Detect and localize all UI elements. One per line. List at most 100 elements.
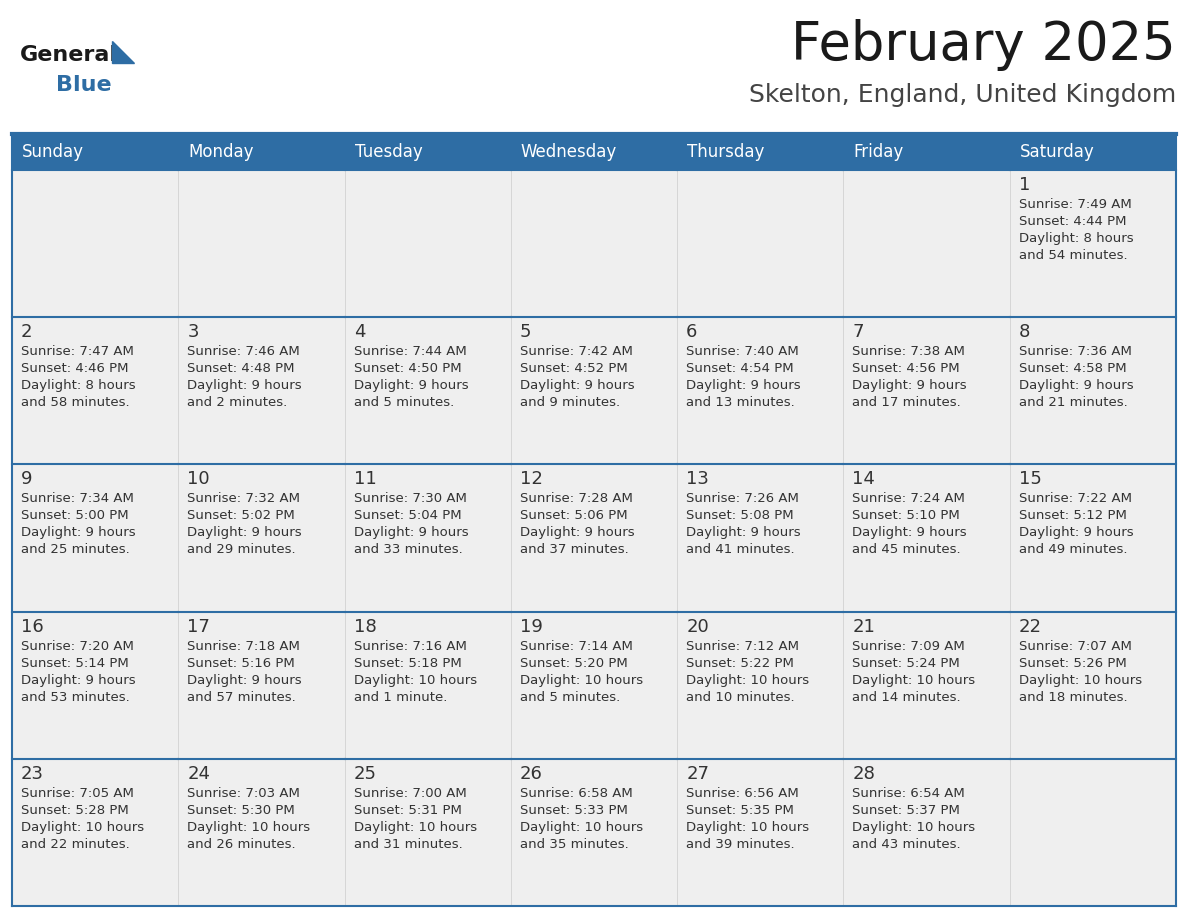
Text: Daylight: 9 hours: Daylight: 9 hours <box>21 526 135 540</box>
Text: Blue: Blue <box>56 75 112 95</box>
Bar <box>677 170 843 318</box>
Text: Sunrise: 7:03 AM: Sunrise: 7:03 AM <box>188 787 301 800</box>
Bar <box>178 611 345 759</box>
Text: 9: 9 <box>21 470 32 488</box>
Text: Sunrise: 7:38 AM: Sunrise: 7:38 AM <box>853 345 966 358</box>
Text: Sunset: 5:18 PM: Sunset: 5:18 PM <box>354 656 461 669</box>
Text: Daylight: 9 hours: Daylight: 9 hours <box>1019 379 1133 392</box>
Text: 10: 10 <box>188 470 210 488</box>
Text: Sunset: 4:46 PM: Sunset: 4:46 PM <box>21 363 128 375</box>
Text: and 18 minutes.: and 18 minutes. <box>1019 690 1127 703</box>
Text: 23: 23 <box>21 765 44 783</box>
Text: 13: 13 <box>687 470 709 488</box>
Text: Daylight: 9 hours: Daylight: 9 hours <box>188 379 302 392</box>
Text: Sunset: 5:37 PM: Sunset: 5:37 PM <box>853 804 960 817</box>
Bar <box>843 465 1010 611</box>
Text: Sunset: 5:02 PM: Sunset: 5:02 PM <box>188 509 295 522</box>
Text: 2: 2 <box>21 323 32 341</box>
Text: and 26 minutes.: and 26 minutes. <box>188 838 296 851</box>
Bar <box>843 759 1010 906</box>
Text: and 43 minutes.: and 43 minutes. <box>853 838 961 851</box>
Text: and 25 minutes.: and 25 minutes. <box>21 543 129 556</box>
Bar <box>1010 465 1176 611</box>
Bar <box>178 465 345 611</box>
Text: Sunrise: 7:07 AM: Sunrise: 7:07 AM <box>1019 640 1132 653</box>
Text: Sunrise: 6:56 AM: Sunrise: 6:56 AM <box>687 787 798 800</box>
Text: Daylight: 9 hours: Daylight: 9 hours <box>520 379 634 392</box>
Bar <box>178 318 345 465</box>
Text: Sunrise: 7:14 AM: Sunrise: 7:14 AM <box>520 640 633 653</box>
Text: Daylight: 9 hours: Daylight: 9 hours <box>1019 526 1133 540</box>
Text: 16: 16 <box>21 618 44 635</box>
Text: Sunrise: 7:22 AM: Sunrise: 7:22 AM <box>1019 492 1132 506</box>
Text: and 49 minutes.: and 49 minutes. <box>1019 543 1127 556</box>
Text: 25: 25 <box>354 765 377 783</box>
Text: Sunset: 4:50 PM: Sunset: 4:50 PM <box>354 363 461 375</box>
Text: 7: 7 <box>853 323 864 341</box>
Text: 8: 8 <box>1019 323 1030 341</box>
Text: Sunrise: 7:12 AM: Sunrise: 7:12 AM <box>687 640 800 653</box>
Text: Sunset: 5:26 PM: Sunset: 5:26 PM <box>1019 656 1126 669</box>
Text: 15: 15 <box>1019 470 1042 488</box>
Text: 6: 6 <box>687 323 697 341</box>
Bar <box>345 759 511 906</box>
Text: Sunday: Sunday <box>23 143 84 161</box>
Bar <box>1010 611 1176 759</box>
Text: 5: 5 <box>520 323 531 341</box>
Text: Daylight: 10 hours: Daylight: 10 hours <box>853 821 975 834</box>
Text: Daylight: 10 hours: Daylight: 10 hours <box>354 821 476 834</box>
Text: and 31 minutes.: and 31 minutes. <box>354 838 462 851</box>
Text: Daylight: 9 hours: Daylight: 9 hours <box>21 674 135 687</box>
Text: Sunrise: 7:28 AM: Sunrise: 7:28 AM <box>520 492 633 506</box>
Bar <box>345 465 511 611</box>
Text: Daylight: 10 hours: Daylight: 10 hours <box>354 674 476 687</box>
Bar <box>12 170 178 318</box>
Text: Daylight: 8 hours: Daylight: 8 hours <box>21 379 135 392</box>
Text: Sunset: 5:20 PM: Sunset: 5:20 PM <box>520 656 627 669</box>
Text: and 54 minutes.: and 54 minutes. <box>1019 249 1127 262</box>
Text: 28: 28 <box>853 765 876 783</box>
Bar <box>677 759 843 906</box>
Text: Friday: Friday <box>853 143 904 161</box>
Text: Sunset: 5:12 PM: Sunset: 5:12 PM <box>1019 509 1126 522</box>
Text: Daylight: 9 hours: Daylight: 9 hours <box>520 526 634 540</box>
Text: and 13 minutes.: and 13 minutes. <box>687 397 795 409</box>
Text: General: General <box>20 45 118 65</box>
Text: Sunset: 4:44 PM: Sunset: 4:44 PM <box>1019 215 1126 228</box>
Text: Sunset: 4:54 PM: Sunset: 4:54 PM <box>687 363 794 375</box>
Text: Sunrise: 7:09 AM: Sunrise: 7:09 AM <box>853 640 965 653</box>
Text: and 21 minutes.: and 21 minutes. <box>1019 397 1127 409</box>
Text: 4: 4 <box>354 323 365 341</box>
Text: Sunrise: 7:16 AM: Sunrise: 7:16 AM <box>354 640 467 653</box>
Bar <box>677 318 843 465</box>
Text: Sunset: 5:10 PM: Sunset: 5:10 PM <box>853 509 960 522</box>
Text: Daylight: 10 hours: Daylight: 10 hours <box>188 821 310 834</box>
Text: Daylight: 9 hours: Daylight: 9 hours <box>687 526 801 540</box>
Text: Sunrise: 7:30 AM: Sunrise: 7:30 AM <box>354 492 467 506</box>
Text: Sunset: 4:48 PM: Sunset: 4:48 PM <box>188 363 295 375</box>
Text: Daylight: 10 hours: Daylight: 10 hours <box>1019 674 1142 687</box>
Text: Saturday: Saturday <box>1019 143 1094 161</box>
Bar <box>511 611 677 759</box>
Text: Sunrise: 7:24 AM: Sunrise: 7:24 AM <box>853 492 966 506</box>
Bar <box>12 611 178 759</box>
Text: and 53 minutes.: and 53 minutes. <box>21 690 129 703</box>
Bar <box>511 465 677 611</box>
Text: Sunset: 5:08 PM: Sunset: 5:08 PM <box>687 509 794 522</box>
Text: Daylight: 9 hours: Daylight: 9 hours <box>354 379 468 392</box>
Text: Sunset: 5:06 PM: Sunset: 5:06 PM <box>520 509 627 522</box>
Bar <box>843 611 1010 759</box>
Text: Sunrise: 7:00 AM: Sunrise: 7:00 AM <box>354 787 467 800</box>
Text: Daylight: 10 hours: Daylight: 10 hours <box>21 821 144 834</box>
Text: Sunrise: 7:46 AM: Sunrise: 7:46 AM <box>188 345 301 358</box>
Text: and 22 minutes.: and 22 minutes. <box>21 838 129 851</box>
Text: Daylight: 10 hours: Daylight: 10 hours <box>520 821 643 834</box>
Text: and 2 minutes.: and 2 minutes. <box>188 397 287 409</box>
Text: Sunrise: 7:40 AM: Sunrise: 7:40 AM <box>687 345 798 358</box>
Text: 18: 18 <box>354 618 377 635</box>
Text: Sunrise: 7:49 AM: Sunrise: 7:49 AM <box>1019 198 1131 211</box>
Text: Sunrise: 7:34 AM: Sunrise: 7:34 AM <box>21 492 134 506</box>
Text: Sunset: 4:52 PM: Sunset: 4:52 PM <box>520 363 627 375</box>
Bar <box>1010 318 1176 465</box>
Bar <box>12 134 1176 170</box>
